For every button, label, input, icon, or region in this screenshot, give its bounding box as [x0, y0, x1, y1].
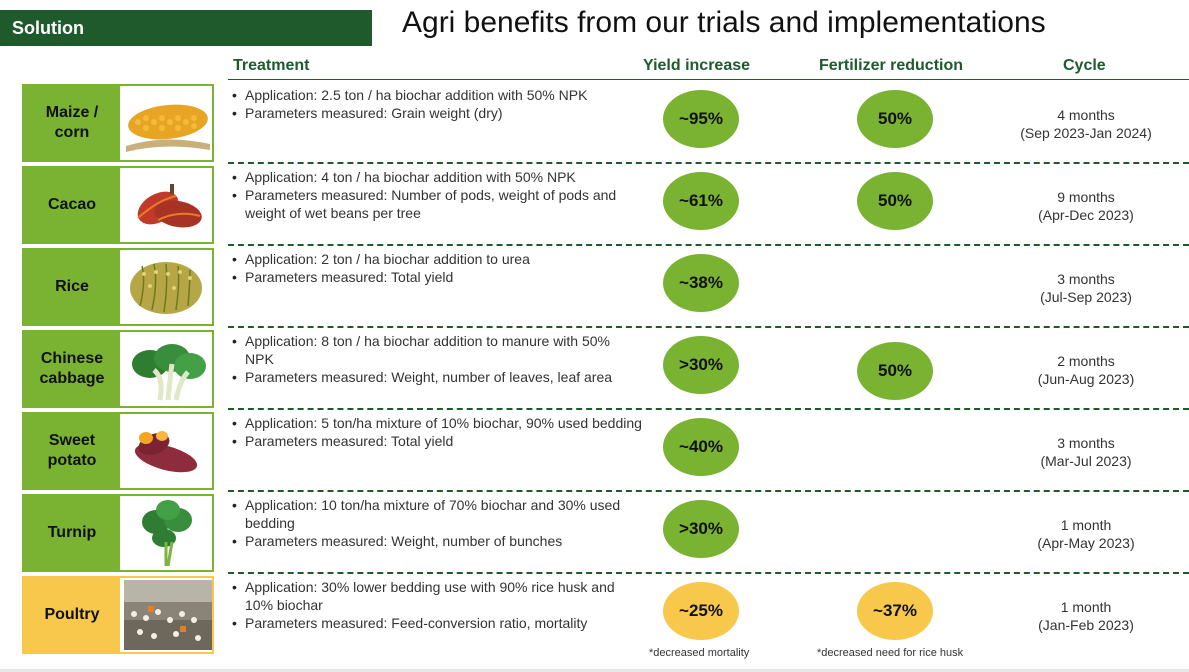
fertilizer-badge: ~37%	[857, 582, 933, 640]
column-header-treatment: Treatment	[233, 57, 310, 74]
treatment-list: Application: 10 ton/ha mixture of 70% bi…	[232, 496, 642, 550]
crop-label: Cacao	[24, 168, 120, 242]
rice-icon	[124, 252, 212, 322]
cycle-cell: 1 month (Jan-Feb 2023)	[986, 598, 1186, 634]
cycle-duration: 1 month	[1060, 599, 1112, 615]
cabbage-icon	[124, 334, 212, 404]
turnip-icon	[124, 498, 212, 568]
treatment-parameters: Parameters measured: Weight, number of l…	[232, 368, 642, 386]
fertilizer-badge: 50%	[857, 172, 933, 230]
yield-footnote: *decreased mortality	[649, 647, 750, 659]
row-divider	[228, 572, 1189, 574]
row-divider	[228, 490, 1189, 492]
cycle-period: (Jul-Sep 2023)	[1040, 289, 1132, 305]
cycle-cell: 3 months (Mar-Jul 2023)	[986, 434, 1186, 470]
crop-card: Poultry	[22, 576, 214, 654]
yield-badge: >30%	[663, 500, 739, 558]
yield-badge: >30%	[663, 336, 739, 394]
cycle-duration: 2 months	[1057, 353, 1115, 369]
crop-card: Sweet potato	[22, 412, 214, 490]
crop-card: Cacao	[22, 166, 214, 244]
table-row: Chinese cabbage Application: 8 ton / ha …	[0, 328, 1189, 410]
row-divider	[228, 408, 1189, 410]
cycle-duration: 1 month	[1060, 517, 1112, 533]
treatment-parameters: Parameters measured: Total yield	[232, 268, 642, 286]
sweet-potato-icon	[124, 416, 212, 486]
cycle-cell: 2 months (Jun-Aug 2023)	[986, 352, 1186, 388]
table-row: Sweet potato Application: 5 ton/ha mixtu…	[0, 410, 1189, 492]
treatment-list: Application: 2 ton / ha biochar addition…	[232, 250, 642, 286]
table-row: Maize / corn Application: 2.5 ton / ha b…	[0, 82, 1189, 164]
cycle-period: (Apr-Dec 2023)	[1038, 207, 1134, 223]
row-divider	[228, 244, 1189, 246]
cycle-period: (Apr-May 2023)	[1037, 535, 1135, 551]
table-row: Turnip Application: 10 ton/ha mixture of…	[0, 492, 1189, 574]
treatment-parameters: Parameters measured: Total yield	[232, 432, 642, 450]
fertilizer-badge: 50%	[857, 90, 933, 148]
treatment-application: Application: 5 ton/ha mixture of 10% bio…	[232, 414, 642, 432]
cycle-duration: 4 months	[1057, 107, 1115, 123]
treatment-list: Application: 5 ton/ha mixture of 10% bio…	[232, 414, 642, 450]
treatment-parameters: Parameters measured: Feed-conversion rat…	[232, 614, 642, 632]
column-header-fertilizer: Fertilizer reduction	[819, 57, 964, 74]
cycle-period: (Jan-Feb 2023)	[1038, 617, 1134, 633]
cycle-cell: 4 months (Sep 2023-Jan 2024)	[986, 106, 1186, 142]
treatment-application: Application: 30% lower bedding use with …	[232, 578, 642, 614]
treatment-application: Application: 10 ton/ha mixture of 70% bi…	[232, 496, 642, 532]
column-header-cycle: Cycle	[1063, 57, 1106, 74]
crop-label: Chinese cabbage	[24, 332, 120, 406]
crop-card: Turnip	[22, 494, 214, 572]
cycle-duration: 3 months	[1057, 271, 1115, 287]
row-divider	[228, 326, 1189, 328]
treatment-application: Application: 8 ton / ha biochar addition…	[232, 332, 642, 368]
corn-icon	[124, 88, 212, 158]
cycle-duration: 3 months	[1057, 435, 1115, 451]
treatment-list: Application: 2.5 ton / ha biochar additi…	[232, 86, 642, 122]
cycle-cell: 9 months (Apr-Dec 2023)	[986, 188, 1186, 224]
cycle-cell: 1 month (Apr-May 2023)	[986, 516, 1186, 552]
table-row: Cacao Application: 4 ton / ha biochar ad…	[0, 164, 1189, 246]
cacao-icon	[124, 170, 212, 240]
cycle-duration: 9 months	[1057, 189, 1115, 205]
table-row: Poultry Application: 30% lower bedding u…	[0, 574, 1189, 656]
header-divider	[228, 79, 1189, 80]
crop-label: Turnip	[24, 496, 120, 570]
yield-badge: ~95%	[663, 90, 739, 148]
cycle-period: (Sep 2023-Jan 2024)	[1020, 125, 1152, 141]
yield-badge: ~38%	[663, 254, 739, 312]
table-row: Rice Application: 2 ton / ha biochar add…	[0, 246, 1189, 328]
fertilizer-footnote: *decreased need for rice husk	[817, 647, 964, 659]
fertilizer-badge: 50%	[857, 342, 933, 400]
crop-card: Rice	[22, 248, 214, 326]
cycle-period: (Jun-Aug 2023)	[1037, 371, 1135, 387]
poultry-farm-icon	[124, 580, 212, 650]
cycle-cell: 3 months (Jul-Sep 2023)	[986, 270, 1186, 306]
page-title: Agri benefits from our trials and implem…	[402, 6, 1046, 39]
treatment-parameters: Parameters measured: Weight, number of b…	[232, 532, 642, 550]
cycle-period: (Mar-Jul 2023)	[1040, 453, 1132, 469]
row-divider	[228, 162, 1189, 164]
treatment-parameters: Parameters measured: Grain weight (dry)	[232, 104, 642, 122]
treatment-list: Application: 30% lower bedding use with …	[232, 578, 642, 632]
crop-label: Poultry	[24, 578, 120, 652]
treatment-list: Application: 4 ton / ha biochar addition…	[232, 168, 642, 222]
yield-badge: ~61%	[663, 172, 739, 230]
yield-badge: ~40%	[663, 418, 739, 476]
crop-label: Sweet potato	[24, 414, 120, 488]
section-badge: Solution	[0, 10, 372, 46]
treatment-application: Application: 2 ton / ha biochar addition…	[232, 250, 642, 268]
yield-badge: ~25%	[663, 582, 739, 640]
treatment-application: Application: 4 ton / ha biochar addition…	[232, 168, 642, 186]
treatment-parameters: Parameters measured: Number of pods, wei…	[232, 186, 642, 222]
crop-card: Chinese cabbage	[22, 330, 214, 408]
crop-label: Rice	[24, 250, 120, 324]
crop-card: Maize / corn	[22, 84, 214, 162]
treatment-list: Application: 8 ton / ha biochar addition…	[232, 332, 642, 386]
footer-border	[0, 669, 1189, 672]
crop-label: Maize / corn	[24, 86, 120, 160]
column-header-yield: Yield increase	[643, 57, 751, 74]
treatment-application: Application: 2.5 ton / ha biochar additi…	[232, 86, 642, 104]
